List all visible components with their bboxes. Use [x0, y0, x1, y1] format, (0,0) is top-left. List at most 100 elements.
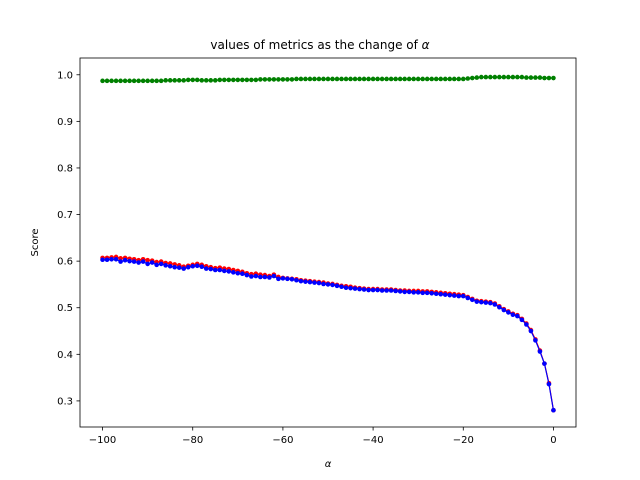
- series-0-point: [551, 75, 556, 81]
- series-0-point: [348, 76, 353, 82]
- x-tick-label: −60: [272, 435, 293, 446]
- series-0-point: [253, 77, 259, 83]
- series-2-point: [262, 274, 268, 280]
- series-2-point: [140, 259, 146, 264]
- series-0-point: [474, 75, 480, 80]
- series-2-point: [208, 266, 214, 272]
- x-tick-label: −40: [363, 435, 384, 446]
- x-axis-label: α: [325, 459, 332, 470]
- series-0-point: [104, 78, 110, 84]
- series-0-point: [158, 78, 164, 84]
- series-0-point: [330, 76, 335, 82]
- series-2-point: [253, 273, 259, 279]
- plot-frame: [79, 57, 577, 428]
- series-2-point: [149, 260, 155, 265]
- series-0-point: [510, 74, 516, 80]
- series-0-point: [397, 76, 403, 82]
- series-2-point: [212, 267, 218, 273]
- series-0-point: [357, 76, 362, 82]
- series-0-point: [271, 77, 277, 82]
- y-tick-label: 0.3: [57, 396, 73, 407]
- y-tick-label: 0.5: [57, 303, 73, 314]
- series-2-point: [203, 266, 209, 271]
- series-2-point: [420, 290, 425, 296]
- series-2-point: [451, 293, 457, 298]
- series-0-point: [519, 74, 525, 80]
- y-tick-label: 0.6: [57, 257, 73, 268]
- series-0-point: [546, 75, 552, 81]
- series-0-point: [406, 76, 412, 82]
- series-2-point: [221, 268, 227, 274]
- series-0-point: [465, 76, 471, 81]
- x-tick-label: −80: [182, 435, 203, 446]
- series-0-point: [429, 76, 435, 82]
- series-2-point: [456, 293, 462, 299]
- series-0-point: [361, 76, 367, 82]
- series-2-point: [506, 310, 511, 315]
- series-0-point: [379, 76, 385, 82]
- series-2-point: [542, 361, 547, 366]
- x-tick-label: −20: [453, 435, 474, 446]
- series-0-point: [366, 76, 371, 82]
- series-2-point: [235, 270, 241, 276]
- series-2-point: [483, 300, 489, 305]
- series-2-point: [393, 288, 398, 294]
- series-0-point: [231, 77, 236, 83]
- series-2-point: [280, 276, 286, 281]
- series-2-point: [501, 307, 507, 313]
- series-0-point: [312, 76, 317, 82]
- series-2-point: [321, 281, 326, 287]
- series-2-point: [469, 297, 475, 303]
- series-0-point: [267, 77, 272, 82]
- series-0-point: [479, 74, 484, 80]
- series-2-point: [158, 261, 164, 267]
- series-2-point: [537, 349, 543, 354]
- series-0-point: [235, 77, 241, 83]
- series-2-point: [497, 304, 502, 310]
- series-0-point: [244, 77, 250, 83]
- series-2-point: [474, 299, 480, 304]
- series-0-point: [217, 77, 223, 83]
- series-2-point: [465, 295, 471, 301]
- series-2-point: [307, 279, 313, 285]
- series-0-point: [131, 78, 137, 84]
- series-2: [100, 256, 556, 413]
- series-2-point: [533, 338, 538, 343]
- series-0-point: [438, 76, 444, 82]
- series-2-point: [118, 259, 123, 264]
- series-0-point: [415, 76, 421, 82]
- series-0-point: [528, 75, 534, 80]
- series-0-point: [226, 77, 232, 83]
- series-0-point: [433, 76, 439, 82]
- series-layer: [100, 74, 556, 413]
- series-2-point: [312, 280, 317, 285]
- series-0-point: [113, 78, 119, 84]
- series-2-point: [397, 289, 403, 294]
- series-2-point: [113, 256, 119, 262]
- series-0-point: [122, 78, 128, 84]
- series-0-point: [190, 77, 196, 83]
- y-axis-label: Score: [30, 228, 41, 256]
- series-0-point: [321, 76, 326, 82]
- series-2-point: [145, 261, 150, 267]
- series-2-point: [510, 312, 516, 318]
- series-0-point: [303, 76, 308, 82]
- series-2-point: [294, 277, 299, 283]
- series-2-point: [352, 286, 358, 291]
- series-2-point: [348, 285, 353, 291]
- series-2-point: [370, 287, 376, 293]
- series-0-point: [483, 74, 489, 80]
- series-0-point: [542, 75, 547, 81]
- series-0-point: [208, 78, 214, 83]
- series-2-point: [267, 275, 272, 280]
- series-2-point: [240, 271, 245, 277]
- series-0-point: [307, 76, 313, 82]
- series-2-point: [131, 259, 137, 264]
- series-2-point: [104, 257, 110, 263]
- series-2-point: [479, 299, 484, 305]
- series-0-point: [276, 77, 281, 82]
- ticks-layer: −100 −80 −60 −40 −20 0 0.3 0.4 0.5 0.6 0.7 0.8 0.9 1.…: [57, 70, 557, 446]
- series-0: [100, 74, 556, 84]
- series-0-point: [249, 77, 254, 83]
